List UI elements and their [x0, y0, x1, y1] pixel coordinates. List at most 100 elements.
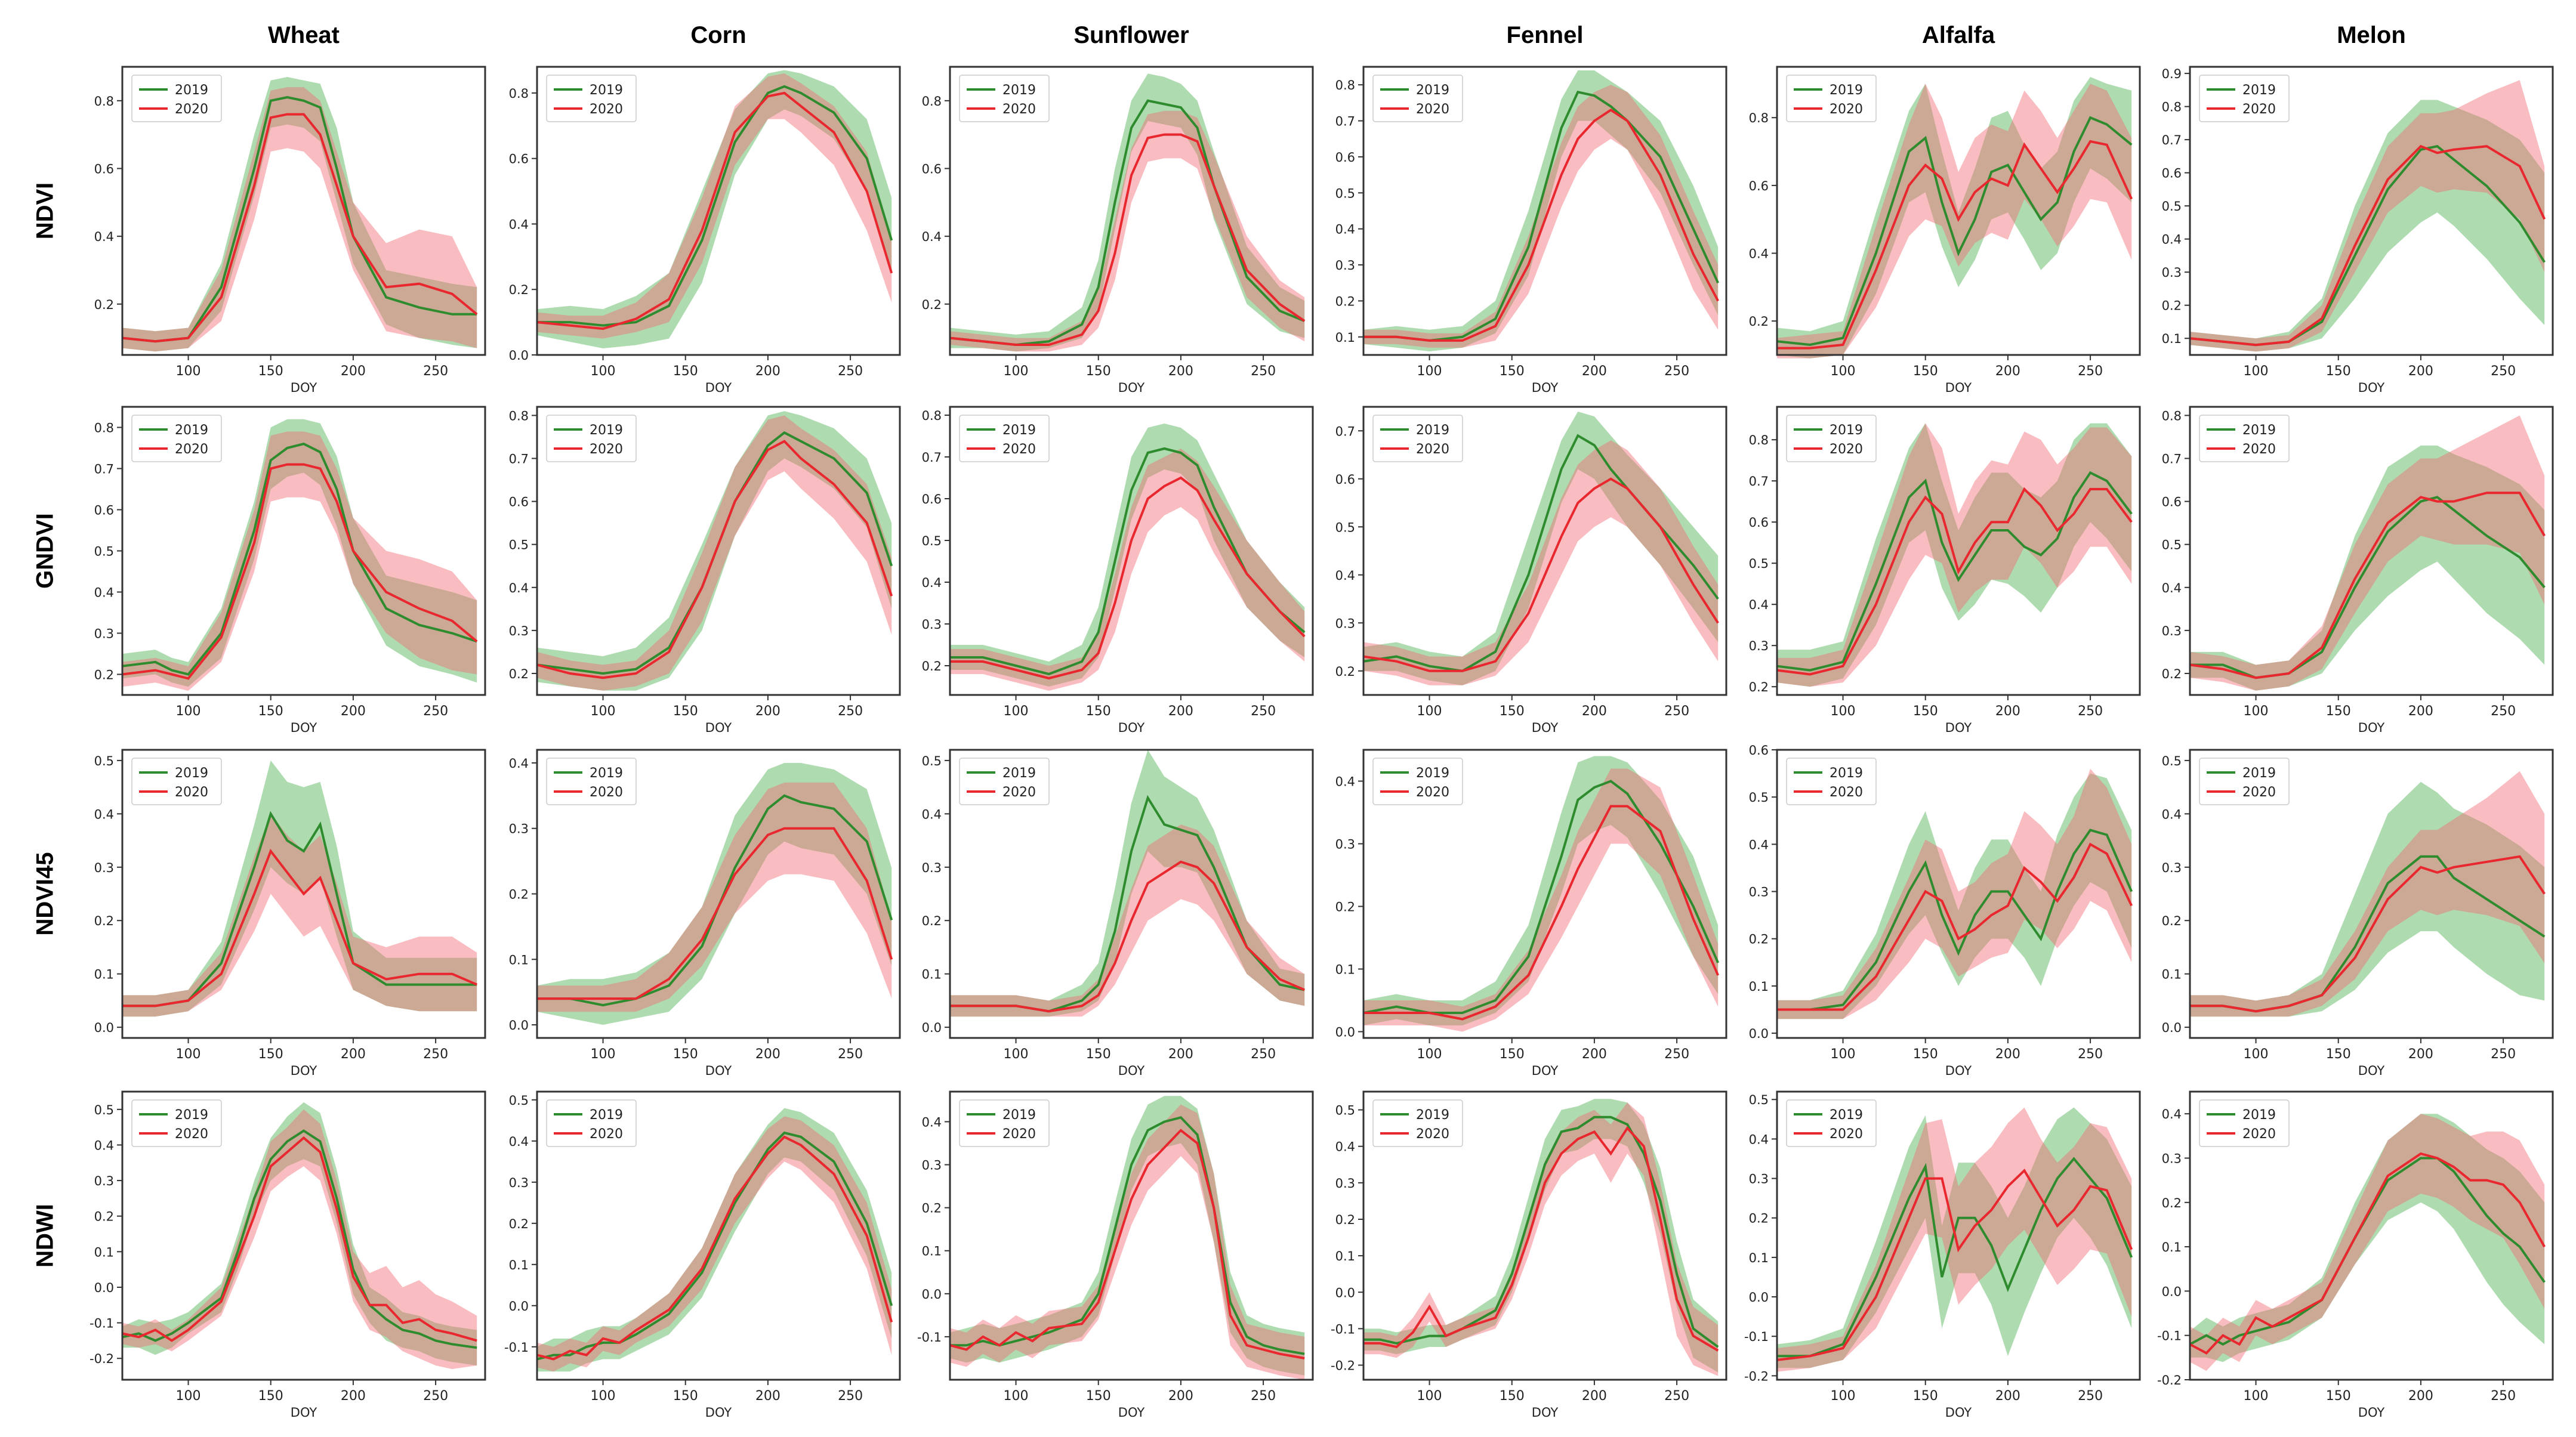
y-tick-label: 0.3 [1749, 1172, 1769, 1186]
x-tick-label: 150 [1086, 704, 1111, 719]
x-tick-label: 150 [258, 1389, 283, 1404]
legend-label-2020: 2020 [1830, 102, 1863, 117]
band-2019 [122, 419, 477, 687]
x-tick-label: 100 [1417, 1047, 1442, 1062]
y-tick-label: 0.2 [509, 1217, 529, 1231]
y-tick-label: 0.1 [1335, 330, 1355, 345]
x-tick-label: 150 [673, 1389, 698, 1404]
y-tick-label: 0.2 [1749, 680, 1769, 694]
y-tick-label: 0.2 [1335, 294, 1355, 308]
series-line-2019 [122, 1129, 477, 1349]
series-line-2020 [2189, 492, 2546, 679]
x-tick-label: 200 [1168, 1389, 1193, 1404]
y-tick-label: 0.5 [2162, 538, 2182, 552]
x-tick-label: 200 [755, 364, 780, 379]
x-tick-label: 100 [1004, 1047, 1029, 1062]
band-2020 [1363, 85, 1719, 348]
series-line-2020 [949, 1129, 1305, 1359]
legend-label-2020: 2020 [590, 1127, 623, 1142]
y-tick-label: 0.2 [94, 668, 114, 682]
x-axis-label: DOY [291, 1405, 317, 1420]
x-tick-label: 100 [2244, 364, 2269, 379]
crop-title-melon: Melon [2337, 22, 2406, 48]
series-line-2020 [949, 133, 1306, 346]
crop-title-fennel: Fennel [1507, 22, 1584, 48]
legend-box [959, 1099, 1050, 1147]
y-tick-label: 0.7 [1335, 424, 1355, 438]
y-tick-label: 0.6 [1335, 472, 1355, 487]
band-2019 [537, 70, 892, 348]
legend-box [1786, 1099, 1877, 1147]
x-tick-label: 250 [2491, 704, 2516, 719]
panel-ndvi45-wheat: 100 150 200 250 DOY 0.0 0.1 0.2 0.3 0.4 0.5 2019 202… [94, 749, 486, 1078]
legend-box [1372, 415, 1463, 462]
y-tick-label: 0.1 [1335, 963, 1355, 977]
legend-label-2019: 2019 [1002, 1108, 1036, 1123]
legend-label-2019: 2019 [590, 83, 623, 98]
legend-label-2019: 2019 [175, 766, 208, 781]
y-tick-label: 0.2 [922, 1201, 942, 1216]
x-tick-label: 100 [1004, 1389, 1029, 1404]
plot-frame [949, 406, 1314, 696]
x-tick-label: 150 [2326, 1389, 2351, 1404]
legend-label-2020: 2020 [1830, 1127, 1863, 1142]
legend-box [1786, 75, 1877, 122]
band-2020 [1777, 1107, 2132, 1372]
x-tick-label: 150 [258, 364, 283, 379]
series-line-2019 [1776, 471, 2133, 672]
panel-ndvi45-fennel: 100 150 200 250 DOY 0.0 0.1 0.2 0.3 0.4 2019 2020 [1335, 749, 1727, 1078]
series-line-2020 [537, 827, 893, 1000]
legend-label-2019: 2019 [1830, 766, 1863, 781]
y-tick-label: 0.4 [94, 807, 114, 821]
legend-label-2020: 2020 [175, 785, 208, 800]
y-tick-label: 0.1 [2162, 1240, 2182, 1254]
y-tick-label: 0.0 [1749, 1027, 1769, 1041]
y-tick-label: 0.4 [94, 586, 114, 600]
y-tick-label: 0.2 [2162, 667, 2182, 681]
y-tick-label: 0.1 [922, 1244, 942, 1259]
y-tick-label: 0.6 [94, 162, 114, 176]
x-axis-label: DOY [1118, 721, 1145, 735]
x-axis-label: DOY [705, 1064, 732, 1078]
plot-frame [121, 1090, 486, 1381]
x-tick-label: 250 [838, 1047, 863, 1062]
plot-frame [1362, 66, 1727, 356]
x-tick-label: 250 [2078, 364, 2103, 379]
plot-frame [1776, 66, 2141, 356]
legend-label-2019: 2019 [1830, 423, 1863, 438]
y-tick-label: 0.4 [509, 217, 529, 231]
y-tick-label: 0.4 [1335, 1140, 1355, 1154]
legend-label-2020: 2020 [1830, 442, 1863, 457]
band-2020 [2190, 80, 2545, 352]
panel-gndvi-wheat: 100 150 200 250 DOY 0.2 0.3 0.4 0.5 0.6 0.7 0.8 2019… [94, 406, 486, 735]
legend-box [131, 415, 222, 462]
legend-label-2019: 2019 [1002, 83, 1036, 98]
series-line-2020 [1363, 1126, 1719, 1352]
x-tick-label: 150 [1913, 1047, 1938, 1062]
legend: 2019 2020 [546, 758, 637, 805]
panel-ndvi-corn: 100 150 200 250 DOY 0.0 0.2 0.4 0.6 0.8 2019 2020 [509, 66, 901, 395]
series-line-2019 [950, 1116, 1305, 1355]
y-tick-label: 0.0 [2162, 1021, 2182, 1035]
panel-ndwi-fennel: 100 150 200 250 DOY -0.2 -0.1 0.0 0.1 0.2 0.3 0.4 0.… [1331, 1090, 1727, 1420]
row-label-ndwi: NDWI [32, 1204, 58, 1268]
legend-label-2019: 2019 [1416, 1108, 1449, 1123]
band-2019 [122, 1102, 477, 1366]
y-tick-label: -0.1 [917, 1330, 942, 1345]
x-tick-label: 250 [1251, 364, 1276, 379]
series-line-2019 [1776, 116, 2133, 347]
y-tick-label: 0.4 [922, 807, 942, 821]
y-tick-label: 0.5 [1749, 1093, 1769, 1107]
y-tick-label: -0.1 [504, 1340, 529, 1355]
y-tick-label: 0.5 [1335, 1104, 1355, 1118]
legend-label-2020: 2020 [590, 785, 623, 800]
legend-box [2199, 415, 2290, 462]
x-tick-label: 200 [1582, 1389, 1607, 1404]
legend-box [959, 75, 1050, 122]
y-tick-label: 0.5 [1335, 520, 1355, 534]
y-tick-label: 0.4 [94, 1138, 114, 1152]
band-2020 [2190, 771, 2545, 1017]
y-tick-label: 0.1 [509, 1258, 529, 1272]
legend-box [1786, 415, 1877, 462]
x-tick-label: 250 [2078, 704, 2103, 719]
